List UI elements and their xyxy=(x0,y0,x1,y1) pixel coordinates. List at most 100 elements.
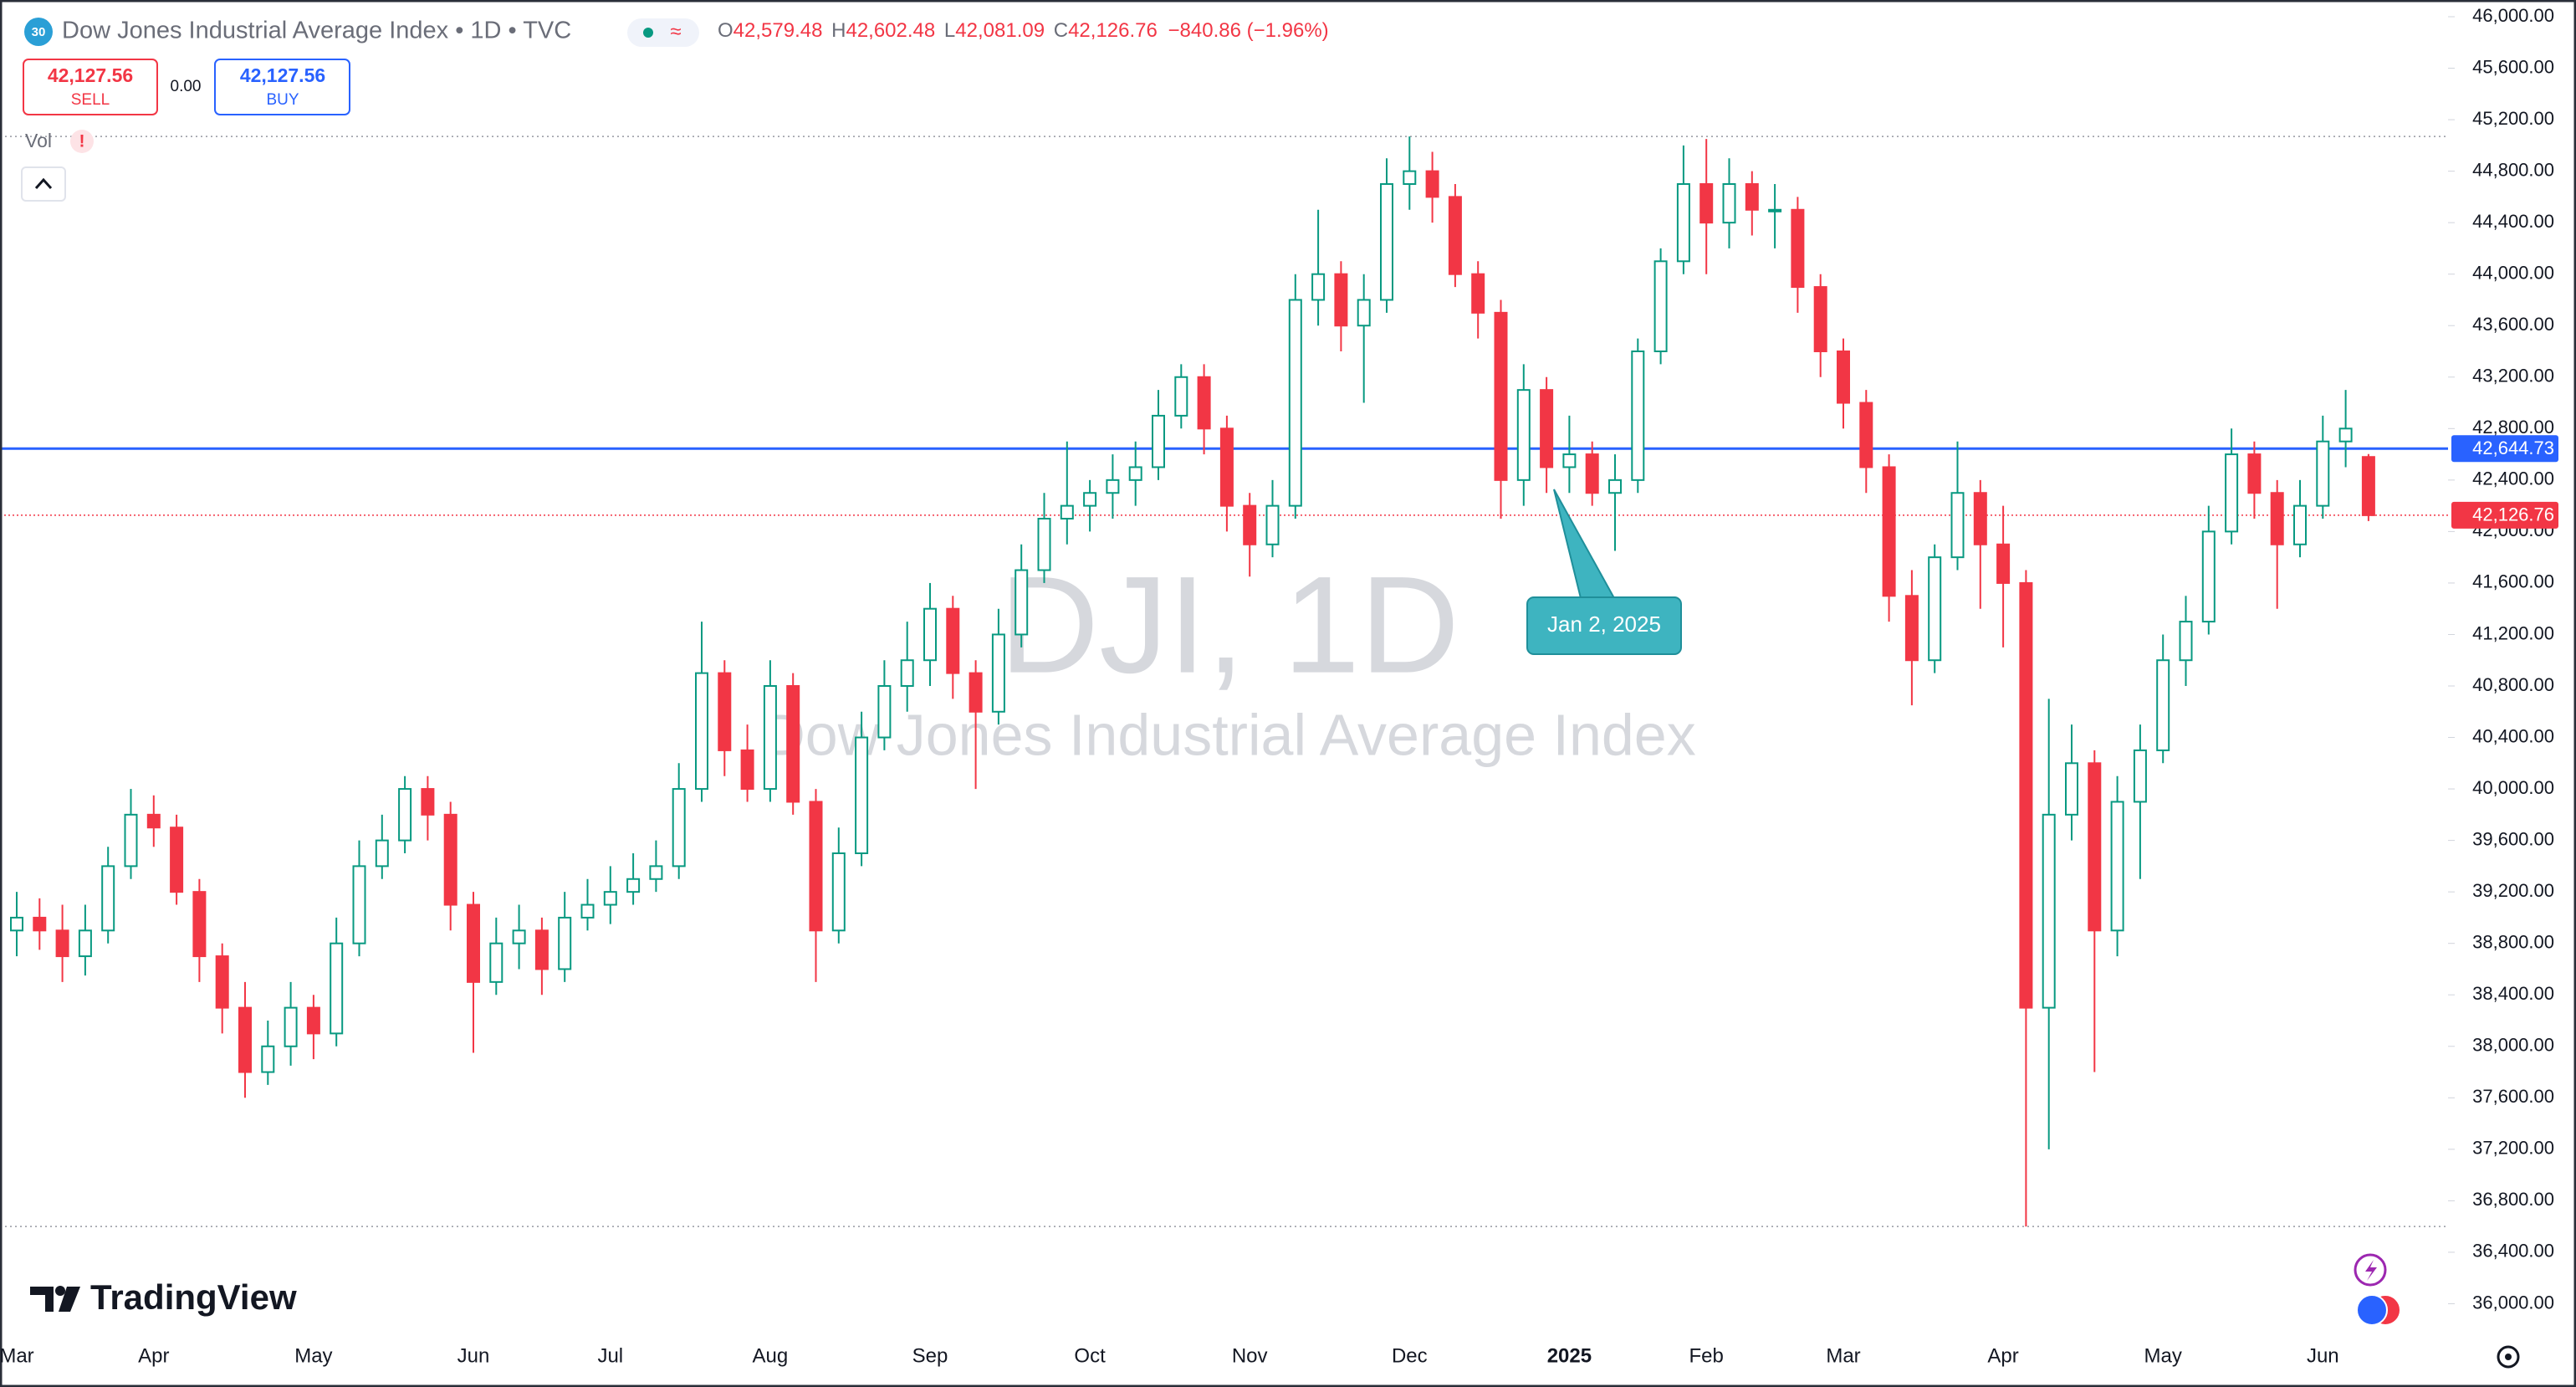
candle-body xyxy=(2110,801,2124,932)
candle-body xyxy=(1928,556,1942,662)
y-tick-label: 45,200.00 xyxy=(2472,108,2554,129)
candle-body xyxy=(2133,749,2147,803)
candle-body xyxy=(2338,427,2353,443)
ohlc-key: C xyxy=(1054,19,1068,42)
x-tick-label: Nov xyxy=(1232,1344,1268,1367)
y-tick-label: 40,000.00 xyxy=(2472,777,2554,798)
y-tick-label: 36,400.00 xyxy=(2472,1241,2554,1262)
ohlc-key: L xyxy=(944,19,955,42)
plot-area xyxy=(0,136,2448,1227)
callout-box xyxy=(1526,596,1682,655)
callout-text: Jan 2, 2025 xyxy=(1547,612,1661,637)
logo-mark xyxy=(55,1286,65,1296)
x-tick-label: Aug xyxy=(753,1344,789,1367)
candle-body xyxy=(1083,492,1097,507)
y-tick-label: 40,400.00 xyxy=(2472,725,2554,746)
symbol-badge-text: 30 xyxy=(32,25,46,39)
candle-body xyxy=(1494,311,1508,481)
logo-mark xyxy=(30,1287,54,1312)
candle-body xyxy=(946,607,960,674)
ohlc-legend: O42,579.48 H42,602.48 L42,081.09 C42,126… xyxy=(718,19,1329,42)
candle-body xyxy=(672,788,686,868)
y-tick-label: 36,000.00 xyxy=(2472,1292,2554,1313)
candle-body xyxy=(2019,581,2033,1009)
sell-button[interactable] xyxy=(23,59,158,115)
candle-body xyxy=(1996,543,2011,584)
ohlc-key: H xyxy=(831,19,846,42)
candle-body xyxy=(375,839,389,868)
x-tick-label: Dec xyxy=(1392,1344,1428,1367)
candle-body xyxy=(718,672,732,751)
candle-body xyxy=(740,749,754,791)
candle-body xyxy=(786,685,800,803)
y-tick-label: 44,000.00 xyxy=(2472,263,2554,284)
candle-body xyxy=(55,929,69,958)
buy-label: BUY xyxy=(266,91,299,109)
candle-body xyxy=(146,813,161,829)
candle-body xyxy=(855,736,869,854)
candle-body xyxy=(1128,466,1142,481)
symbol-badge xyxy=(24,18,53,46)
x-tick-label: Jun xyxy=(2307,1344,2339,1367)
y-tick-label: 41,200.00 xyxy=(2472,622,2554,643)
candle-body xyxy=(877,685,892,739)
logo-mark xyxy=(59,1287,80,1312)
y-tick-label: 43,200.00 xyxy=(2472,366,2554,386)
y-tick-label: 44,800.00 xyxy=(2472,159,2554,180)
ohlc-value: 42,081.09 xyxy=(955,19,1045,42)
candle-body xyxy=(2361,456,2375,516)
candle-body xyxy=(1037,518,1051,571)
brand-name: TradingView xyxy=(90,1277,297,1317)
sell-price: 42,127.56 xyxy=(48,64,133,86)
candle-body xyxy=(2293,504,2307,545)
ohlc-value: 42,602.48 xyxy=(846,19,935,42)
event-icon[interactable] xyxy=(2356,1294,2388,1326)
candle-body xyxy=(170,827,184,893)
candle-body xyxy=(2270,492,2284,545)
candle-body xyxy=(1106,479,1120,494)
x-tick-label: Jun xyxy=(457,1344,490,1367)
volume-warning-badge[interactable] xyxy=(70,130,94,153)
settings-icon[interactable] xyxy=(2497,1345,2520,1369)
candle-body xyxy=(1676,183,1690,263)
candle-body xyxy=(534,929,549,970)
candle-body xyxy=(1768,208,1782,212)
candle-body xyxy=(1243,504,1257,545)
watermark-symbol: DJI, 1D xyxy=(999,548,1459,702)
candle-body xyxy=(558,916,572,970)
candle-body xyxy=(1904,595,1919,662)
candle-body xyxy=(1562,453,1577,468)
candle-body xyxy=(923,607,937,662)
candle-body xyxy=(124,813,138,868)
candle-body xyxy=(649,865,663,880)
candle-body xyxy=(443,813,457,906)
buy-button[interactable] xyxy=(214,59,350,115)
symbol-title[interactable]: Dow Jones Industrial Average Index • 1D … xyxy=(62,18,571,44)
candle-body xyxy=(1357,299,1371,327)
candle-body xyxy=(398,788,412,842)
watermark-name: Dow Jones Industrial Average Index xyxy=(763,702,1696,767)
candle-body xyxy=(991,633,1005,713)
candle-body xyxy=(763,685,777,791)
candle-body xyxy=(101,865,115,932)
candle-body xyxy=(1837,351,1850,404)
collapse-button[interactable] xyxy=(21,166,66,202)
candle-body xyxy=(78,929,92,958)
header: 30 Dow Jones Industrial Average Index • … xyxy=(21,18,1329,202)
status-pill[interactable] xyxy=(627,18,699,47)
y-tick-label: 38,400.00 xyxy=(2472,983,2554,1004)
candle-body xyxy=(352,865,366,944)
candle-body xyxy=(2065,762,2078,816)
candle-body xyxy=(1950,492,1965,559)
candle-body xyxy=(1197,376,1211,430)
ohlc-value: 42,579.48 xyxy=(733,19,823,42)
candle-body xyxy=(1631,351,1645,481)
candle-body xyxy=(1859,402,1873,468)
y-tick-label: 39,600.00 xyxy=(2472,828,2554,849)
volume-label[interactable]: Vol xyxy=(25,130,52,151)
last-price-tag-label: 42,126.76 xyxy=(2472,504,2554,525)
candle-body xyxy=(1653,260,1668,352)
candle-body xyxy=(1448,196,1462,275)
